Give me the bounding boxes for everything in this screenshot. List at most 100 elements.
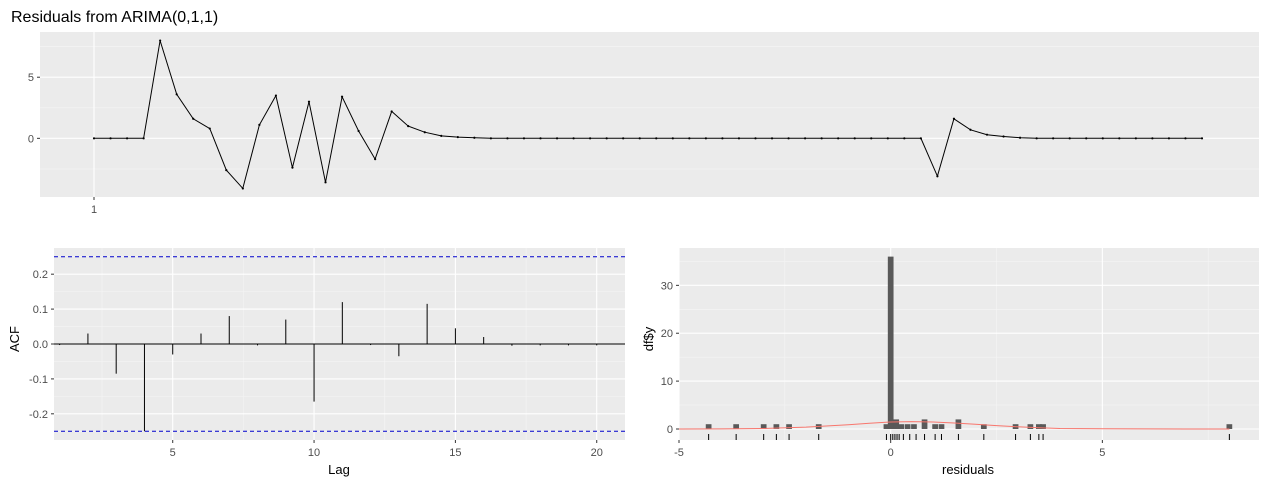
x-tick-label: 0 xyxy=(888,447,894,459)
panel-background xyxy=(679,248,1259,440)
histogram-y-axis-title: df$y xyxy=(641,326,656,351)
histogram-bar xyxy=(893,419,900,429)
residual-point xyxy=(506,137,509,140)
x-tick-label: 15 xyxy=(449,447,461,459)
histogram-bar xyxy=(1027,424,1034,429)
y-tick-label: 0 xyxy=(667,424,673,436)
histogram-bar xyxy=(705,424,712,429)
histogram-bar xyxy=(1040,424,1046,429)
residual-point xyxy=(622,137,625,140)
acf-panel: -0.2 -0.1 0.0 0.1 0.2 5 10 15 20 xyxy=(29,248,625,459)
residual-point xyxy=(804,137,807,140)
residual-point xyxy=(142,137,145,140)
x-tick-label: 5 xyxy=(1099,447,1105,459)
residual-point xyxy=(985,133,989,136)
histogram-bar xyxy=(898,424,905,429)
residual-point xyxy=(853,137,856,140)
y-tick-label: 0.0 xyxy=(33,339,48,351)
residual-point xyxy=(1052,137,1055,140)
histogram-bar xyxy=(883,424,890,429)
residual-point xyxy=(605,137,608,140)
panel-background xyxy=(40,32,1259,197)
residual-point xyxy=(1018,136,1022,139)
residual-point xyxy=(1101,137,1104,140)
residual-point xyxy=(555,137,559,140)
y-tick-label: 5 xyxy=(28,72,34,84)
residual-point xyxy=(473,136,476,139)
residual-point xyxy=(440,134,443,137)
residual-point xyxy=(92,137,96,140)
residual-point xyxy=(522,137,526,140)
histogram-bar xyxy=(921,419,928,429)
residual-point xyxy=(870,137,873,140)
acf-x-axis-title: Lag xyxy=(328,462,350,477)
figure-title: Residuals from ARIMA(0,1,1) xyxy=(11,9,218,26)
residual-point xyxy=(1085,137,1088,140)
acf-y-axis-title: ACF xyxy=(7,326,22,352)
residual-point xyxy=(357,129,360,133)
y-tick-label: -0.2 xyxy=(29,409,48,421)
residual-point xyxy=(919,137,922,140)
residual-point xyxy=(423,131,426,134)
histogram-bar xyxy=(760,424,767,429)
residual-point xyxy=(903,137,906,140)
residual-point xyxy=(770,137,774,140)
residual-point xyxy=(1184,137,1187,140)
y-tick-label: 0.1 xyxy=(33,304,48,316)
residual-point xyxy=(1200,137,1204,140)
histogram-bar xyxy=(773,424,780,429)
residual-point xyxy=(489,137,492,140)
histogram-bar xyxy=(932,424,938,429)
histogram-bar xyxy=(904,424,911,429)
residual-point xyxy=(340,95,344,98)
histogram-bar xyxy=(786,424,792,429)
histogram-bar xyxy=(911,424,917,429)
residual-point xyxy=(655,137,658,140)
y-tick-label: 20 xyxy=(661,328,673,340)
x-tick-label: -5 xyxy=(674,447,684,459)
histogram-bar xyxy=(980,424,987,429)
y-tick-label: 0 xyxy=(28,133,34,145)
histogram-bar xyxy=(887,256,894,429)
residual-point xyxy=(225,169,228,172)
residual-point xyxy=(1118,137,1121,140)
histogram-bar xyxy=(1226,424,1233,429)
x-tick-label: 5 xyxy=(170,447,176,459)
residual-point xyxy=(572,137,575,140)
residual-point xyxy=(671,137,674,140)
residual-point xyxy=(1002,135,1005,138)
residual-point xyxy=(539,137,542,140)
residuals-timeseries-panel: 0 5 1 xyxy=(28,32,1259,216)
density-curve xyxy=(678,421,1230,430)
histogram-bar xyxy=(955,419,962,429)
residual-point xyxy=(688,137,691,140)
residual-point xyxy=(274,94,278,97)
residual-point xyxy=(456,136,459,139)
x-tick-label: 20 xyxy=(591,447,603,459)
residual-point xyxy=(390,110,393,113)
residual-point xyxy=(952,117,956,120)
histogram-bar xyxy=(938,424,945,429)
residual-point xyxy=(1134,137,1137,140)
residual-point xyxy=(754,137,757,140)
histogram-bar xyxy=(1035,424,1042,429)
y-tick-label: 30 xyxy=(661,280,673,292)
residual-point xyxy=(820,137,823,140)
residual-point xyxy=(721,137,724,140)
y-tick-label: -0.1 xyxy=(29,374,48,386)
y-tick-label: 10 xyxy=(661,376,673,388)
residual-point xyxy=(589,137,592,140)
residual-point xyxy=(109,137,112,140)
y-tick-label: 0.2 xyxy=(33,269,48,281)
residual-point xyxy=(374,158,377,161)
residuals-line xyxy=(94,40,1202,190)
x-tick-label: 1 xyxy=(91,204,97,216)
residual-point xyxy=(307,100,311,103)
residual-point xyxy=(936,175,939,178)
residual-point xyxy=(837,137,840,140)
residual-point xyxy=(737,137,741,140)
x-tick-label: 10 xyxy=(308,447,320,459)
residual-point xyxy=(125,137,129,140)
